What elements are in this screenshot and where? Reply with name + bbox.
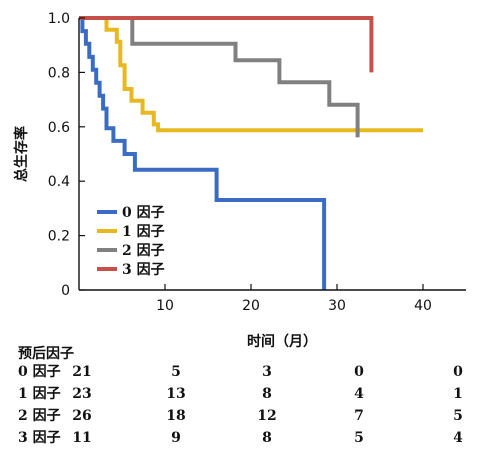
risk-count-1: 13	[166, 386, 185, 402]
risk-count-4: 1	[453, 386, 463, 402]
survival-curves	[79, 16, 423, 290]
legend-label-0: 0 因子	[122, 205, 165, 221]
risk-count-0: 21	[72, 364, 91, 380]
legend-label-3: 3 因子	[122, 262, 165, 278]
x-tick-label: 30	[328, 298, 346, 314]
risk-count-3: 0	[354, 364, 364, 380]
risk-count-0: 26	[72, 408, 91, 424]
series-line-0	[79, 16, 327, 290]
legend: 0 因子 1 因子 2 因子 3 因子	[97, 205, 165, 278]
risk-row-label: 2 因子	[18, 408, 61, 424]
risk-row-label: 1 因子	[18, 386, 61, 402]
risk-row-label: 0 因子	[18, 364, 61, 380]
y-ticks: 0 0.2 0.4 0.6 0.8 1.0	[48, 11, 85, 299]
x-tick-label: 10	[156, 298, 174, 314]
risk-table-title: 预后因子	[18, 345, 74, 362]
x-axis-title: 时间（月）	[247, 333, 317, 350]
risk-count-4: 5	[453, 408, 463, 424]
y-tick-label: 0.4	[48, 174, 70, 190]
legend-label-1: 1 因子	[122, 224, 165, 240]
axes	[78, 18, 466, 291]
x-tick-label: 20	[242, 298, 260, 314]
y-tick-label: 0	[61, 283, 70, 299]
series-line-2	[79, 16, 360, 138]
risk-count-0: 11	[72, 430, 91, 446]
risk-count-3: 5	[354, 430, 364, 446]
series-line-3	[79, 16, 374, 73]
risk-count-1: 18	[166, 408, 185, 424]
y-tick-label: 0.2	[48, 229, 70, 245]
x-tick-label: 40	[414, 298, 432, 314]
risk-count-2: 8	[262, 386, 272, 402]
risk-count-0: 23	[72, 386, 91, 402]
risk-count-1: 9	[171, 430, 181, 446]
legend-label-2: 2 因子	[122, 243, 165, 259]
risk-count-3: 4	[354, 386, 364, 402]
risk-count-2: 8	[262, 430, 272, 446]
risk-count-2: 3	[262, 364, 272, 380]
risk-count-1: 5	[171, 364, 181, 380]
y-tick-label: 0.8	[48, 65, 70, 81]
x-ticks: 10 20 30 40	[156, 284, 432, 314]
risk-count-2: 12	[257, 408, 276, 424]
series-line-1	[79, 16, 423, 133]
risk-row-label: 3 因子	[18, 430, 61, 446]
y-axis-title: 总生存率	[13, 126, 30, 182]
y-tick-label: 1.0	[48, 11, 70, 27]
risk-count-4: 4	[453, 430, 463, 446]
risk-count-3: 7	[354, 408, 364, 424]
y-tick-label: 0.6	[48, 120, 70, 136]
risk-table: 预后因子 0 因子 21 5 3 0 0 1 因子 23 13 8 4 1 2 因子 26 18 12 7 5 3 …	[18, 345, 463, 446]
risk-count-4: 0	[453, 364, 463, 380]
